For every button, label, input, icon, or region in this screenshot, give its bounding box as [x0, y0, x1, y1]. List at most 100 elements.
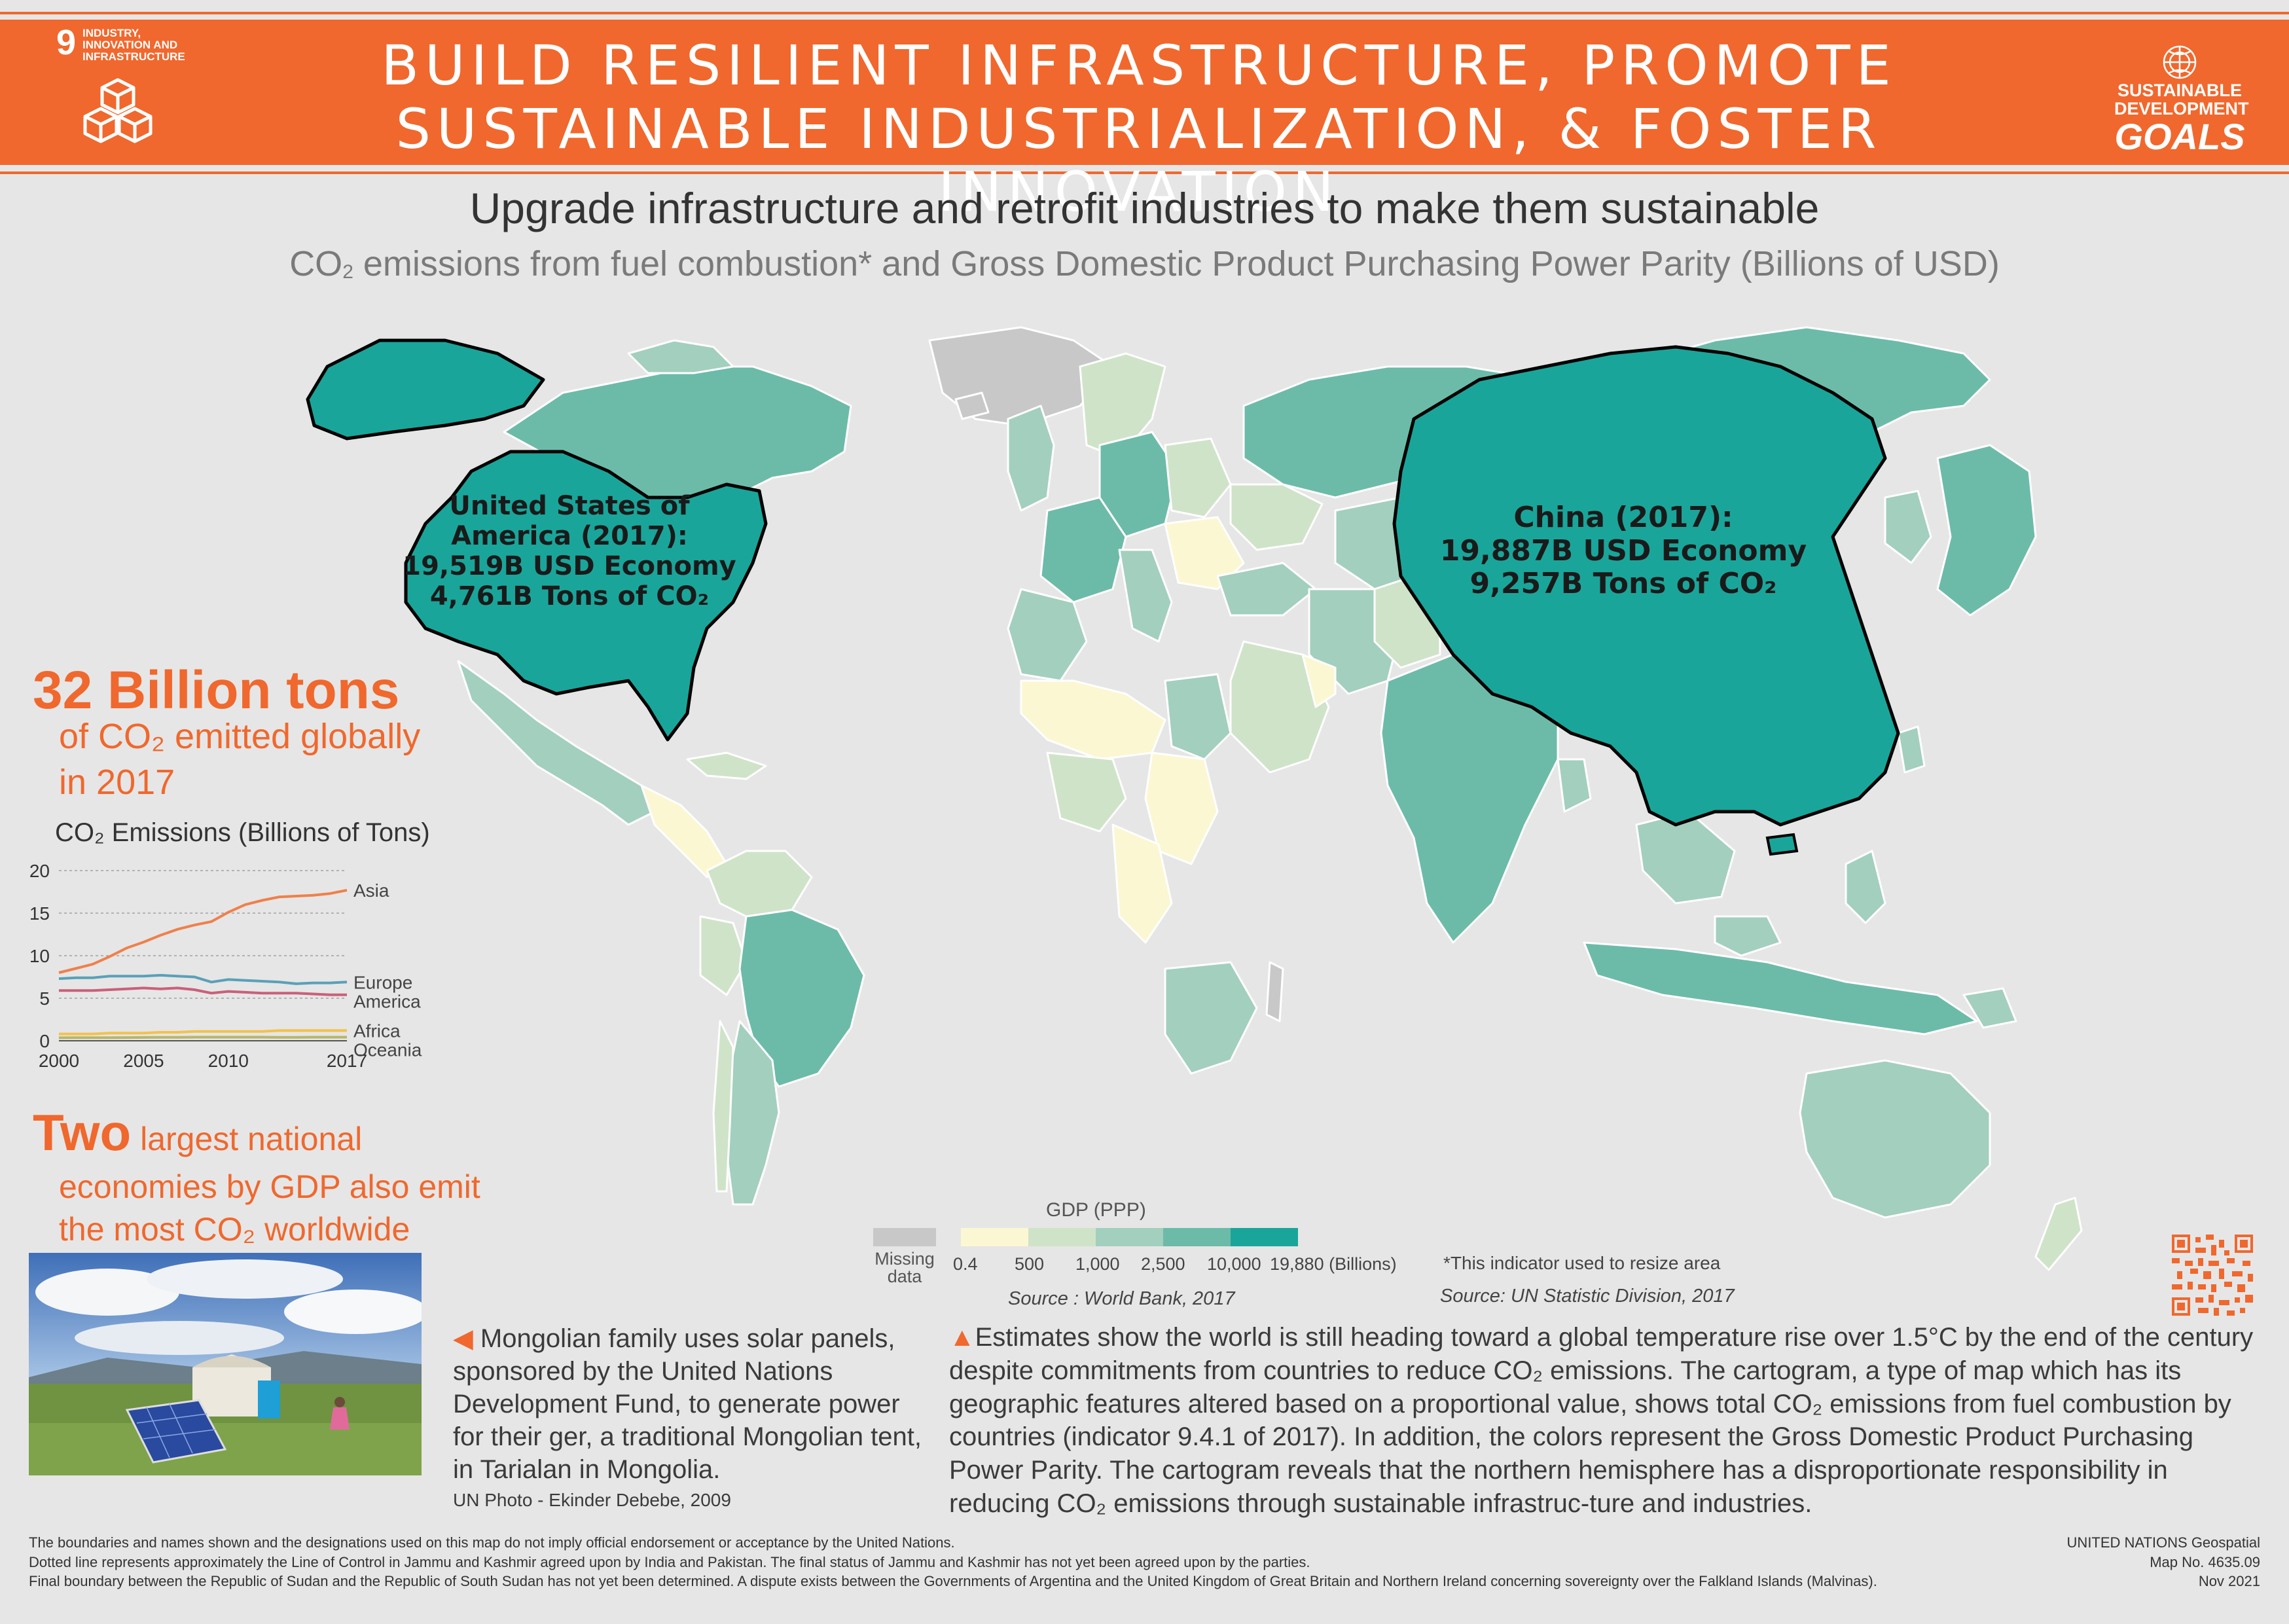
- legend-tick: 500: [1015, 1254, 1045, 1274]
- two-rest-line: the most CO₂ worldwide: [59, 1211, 410, 1248]
- legend-tick: 10,000: [1207, 1254, 1261, 1274]
- china-label-line: 9,257B Tons of CO₂: [1469, 567, 1777, 601]
- region-china: [1392, 345, 1900, 827]
- footer-right-line: Map No. 4635.09: [2150, 1553, 2260, 1570]
- region-philippines: [1845, 850, 1886, 924]
- x-tick-label: 2005: [123, 1051, 164, 1071]
- indicator-note: *This indicator used to resize area: [1443, 1253, 1721, 1273]
- photo-mongolian-ger: [29, 1253, 422, 1475]
- region-central-africa: [1111, 823, 1173, 944]
- y-tick-label: 10: [29, 946, 50, 966]
- body-paragraph: Estimates show the world is still headin…: [949, 1323, 2254, 1518]
- footer-right-line: Nov 2021: [2198, 1573, 2260, 1590]
- region-turkey: [1216, 562, 1317, 617]
- legend-swatch: [1231, 1228, 1298, 1246]
- region-central-america: [640, 784, 728, 878]
- x-tick-label: 2000: [39, 1051, 79, 1071]
- legend-missing-line: Missing: [874, 1249, 935, 1269]
- chart-title: CO₂ Emissions (Billions of Tons): [55, 818, 430, 847]
- legend-tick: 0.4: [953, 1254, 978, 1274]
- legend-tick: 1,000: [1075, 1254, 1120, 1274]
- qr-code-icon[interactable]: [2172, 1235, 2253, 1316]
- legend-swatch: [1028, 1228, 1096, 1246]
- cube-icon: [83, 78, 153, 143]
- body-text: ▲Estimates show the world is still headi…: [949, 1321, 2258, 1521]
- region-indonesia: [1583, 941, 1978, 1036]
- region-korea: [1884, 490, 1932, 564]
- series-label: Africa: [353, 1020, 401, 1041]
- region-taiwan: [1897, 725, 1926, 774]
- region-iceland: [954, 391, 990, 420]
- two-largest-statement: Two largest national economies by GDP al…: [33, 1100, 491, 1251]
- stat-sub: of CO₂ emitted globally in 2017: [59, 713, 465, 805]
- photo-credit: UN Photo - Ekinder Debebe, 2009: [453, 1490, 731, 1510]
- region-madagascar: [1265, 961, 1284, 1022]
- footer-line: Final boundary between the Republic of S…: [29, 1573, 1877, 1590]
- region-new-zealand: [2034, 1197, 2083, 1271]
- series-line-asia: [58, 888, 348, 974]
- footer-disclaimer: The boundaries and names shown and the d…: [29, 1533, 1927, 1591]
- region-alaska: [306, 338, 545, 441]
- y-tick-label: 0: [39, 1031, 50, 1051]
- china-label: China (2017): 19,887B USD Economy 9,257B…: [1414, 501, 1833, 601]
- photo-caption-text: Mongolian family uses solar panels, spon…: [453, 1324, 922, 1484]
- sdg-logo-line2: DEVELOPMENT: [2114, 99, 2249, 119]
- region-north-africa: [1020, 679, 1166, 761]
- legend-title: GDP (PPP): [1046, 1199, 1146, 1221]
- legend-tick: 2,500: [1141, 1254, 1185, 1274]
- legend-swatch: [961, 1228, 1028, 1246]
- stat-sub-line: of CO₂ emitted globally: [59, 717, 421, 756]
- goal-number: 9: [56, 23, 77, 62]
- legend-swatch: [1096, 1228, 1163, 1246]
- two-big: Two: [33, 1104, 132, 1161]
- main-title: Upgrade infrastructure and retrofit indu…: [469, 184, 1820, 232]
- region-hainan: [1765, 833, 1799, 856]
- series-label: Oceania: [353, 1039, 422, 1060]
- y-tick-label: 15: [29, 903, 50, 924]
- region-canada-arctic: [627, 339, 734, 374]
- usa-label-line: 19,519B USD Economy: [403, 551, 736, 581]
- up-triangle-icon: ▲: [949, 1323, 975, 1352]
- legend-source: Source : World Bank, 2017: [1008, 1288, 1235, 1309]
- x-tick-label: 2017: [327, 1051, 367, 1071]
- region-malaysia: [1714, 915, 1782, 957]
- un-emblem-icon: [2163, 45, 2197, 79]
- co2-line-chart: 0 5 10 15 20 2000 2005 2010 2017 Asia EuropeAmeric…: [29, 861, 422, 1071]
- region-bangladesh: [1557, 758, 1592, 813]
- legend-missing-swatch: [873, 1228, 936, 1246]
- series-line-africa: [59, 1029, 347, 1036]
- region-egypt: [1164, 673, 1232, 761]
- header-top-rule: [0, 12, 2289, 14]
- series-label: Asia: [353, 880, 389, 901]
- region-caribbean: [686, 751, 767, 780]
- two-rest-line: largest national: [131, 1121, 363, 1157]
- region-japan: [1936, 444, 2037, 617]
- legend-missing-line: data: [887, 1267, 922, 1286]
- x-tick-label: 2010: [208, 1051, 249, 1071]
- usa-label-line: America (2017):: [451, 521, 688, 551]
- sdg-logo-line3: GOALS: [2114, 115, 2245, 157]
- region-peru: [699, 915, 748, 996]
- region-scandinavia: [1079, 352, 1166, 460]
- y-tick-label: 20: [29, 861, 50, 881]
- sub-title-subscript: 2: [342, 261, 353, 283]
- region-usa: [404, 450, 768, 742]
- photo-caption: ◀ Mongolian family uses solar panels, sp…: [453, 1322, 924, 1486]
- series-label: Europe: [353, 972, 412, 992]
- region-italy: [1118, 549, 1173, 643]
- sdg-logo: SUSTAINABLE DEVELOPMENT GOALS: [2114, 43, 2249, 157]
- region-poland: [1164, 437, 1232, 518]
- cartogram-map: [306, 326, 2083, 1271]
- usa-label-line: United States of: [449, 491, 690, 521]
- y-tick-label: 5: [39, 988, 50, 1009]
- footer-map-info: UNITED NATIONS Geospatial Map No. 4635.0…: [2067, 1533, 2260, 1591]
- sub-title-part-a: CO: [289, 244, 343, 283]
- region-brazil: [738, 909, 865, 1088]
- region-thailand-vietnam: [1635, 810, 1736, 905]
- stat-big: 32 Billion tons: [33, 660, 400, 720]
- goal-name: INDUSTRY, INNOVATION AND INFRASTRUCTURE: [82, 27, 185, 63]
- source-note: Source: UN Statistic Division, 2017: [1440, 1286, 1735, 1307]
- region-colombia-venezuela: [706, 850, 813, 918]
- china-label-line: China (2017):: [1513, 501, 1733, 534]
- series-line-europe: [58, 973, 348, 985]
